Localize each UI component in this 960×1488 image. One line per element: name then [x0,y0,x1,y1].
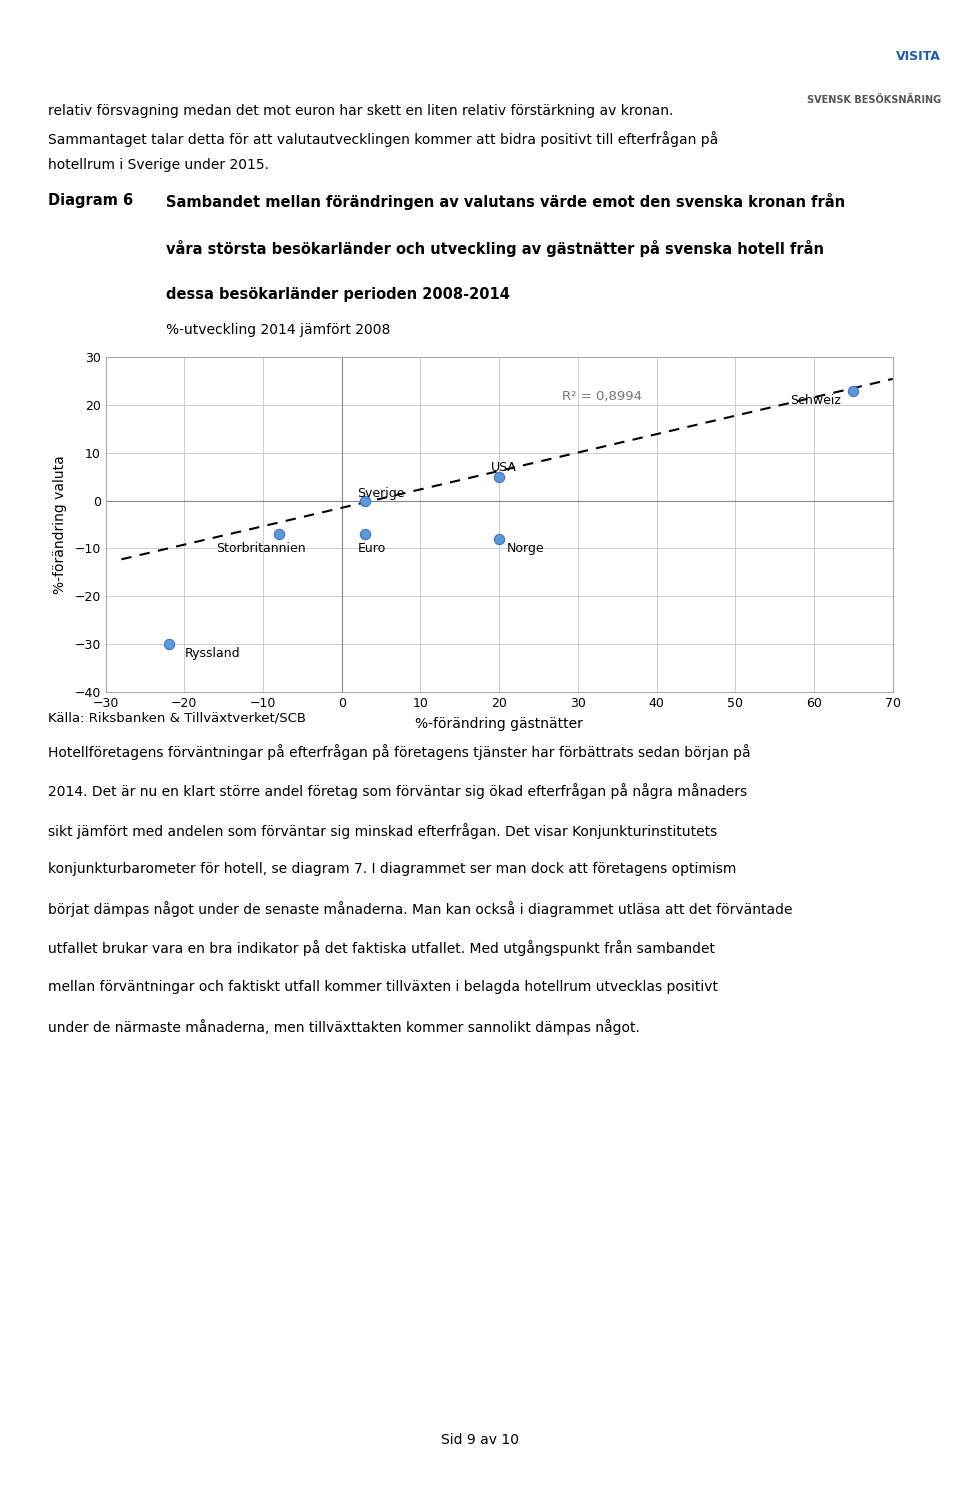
Text: 2014. Det är nu en klart större andel företag som förväntar sig ökad efterfrågan: 2014. Det är nu en klart större andel fö… [48,783,747,799]
Text: Schweiz: Schweiz [790,394,841,406]
Text: USA: USA [492,461,517,473]
Text: VISITA: VISITA [896,51,941,62]
Point [161,632,177,656]
Text: relativ försvagning medan det mot euron har skett en liten relativ förstärkning : relativ försvagning medan det mot euron … [48,104,673,118]
Text: Sambandet mellan förändringen av valutans värde emot den svenska kronan från: Sambandet mellan förändringen av valutan… [166,193,846,210]
Text: under de närmaste månaderna, men tillväxttakten kommer sannolikt dämpas något.: under de närmaste månaderna, men tillväx… [48,1019,640,1036]
Text: dessa besökarländer perioden 2008-2014: dessa besökarländer perioden 2008-2014 [166,287,510,302]
Text: Sverige: Sverige [357,487,405,500]
Text: Diagram 6: Diagram 6 [48,193,133,208]
Text: Euro: Euro [357,542,386,555]
Text: börjat dämpas något under de senaste månaderna. Man kan också i diagrammet utläs: börjat dämpas något under de senaste mån… [48,902,793,917]
Text: Källa: Riksbanken & Tillväxtverket/SCB: Källa: Riksbanken & Tillväxtverket/SCB [48,711,306,725]
Text: konjunkturbarometer för hotell, se diagram 7. I diagrammet ser man dock att före: konjunkturbarometer för hotell, se diagr… [48,862,736,876]
Text: Storbritannien: Storbritannien [216,542,305,555]
Text: Hotellföretagens förväntningar på efterfrågan på företagens tjänster har förbätt: Hotellföretagens förväntningar på efterf… [48,744,751,760]
Text: utfallet brukar vara en bra indikator på det faktiska utfallet. Med utgångspunkt: utfallet brukar vara en bra indikator på… [48,940,715,957]
Text: hotellrum i Sverige under 2015.: hotellrum i Sverige under 2015. [48,158,269,173]
Text: Sammantaget talar detta för att valutautvecklingen kommer att bidra positivt til: Sammantaget talar detta för att valutaut… [48,131,718,147]
Text: våra största besökarländer och utveckling av gästnätter på svenska hotell från: våra största besökarländer och utvecklin… [166,240,825,257]
Text: %-utveckling 2014 jämfört 2008: %-utveckling 2014 jämfört 2008 [166,323,391,338]
Text: R² = 0,8994: R² = 0,8994 [563,390,642,403]
Point [271,522,286,546]
Point [358,522,373,546]
Point [846,378,861,402]
Point [492,527,507,551]
Text: SVENSK BESÖKSNÄRING: SVENSK BESÖKSNÄRING [806,95,941,106]
Text: mellan förväntningar och faktiskt utfall kommer tillväxten i belagda hotellrum u: mellan förväntningar och faktiskt utfall… [48,979,718,994]
X-axis label: %-förändring gästnätter: %-förändring gästnätter [416,717,583,731]
Point [492,464,507,488]
Y-axis label: %-förändring valuta: %-förändring valuta [54,455,67,594]
Text: Ryssland: Ryssland [184,647,240,661]
Text: Sid 9 av 10: Sid 9 av 10 [441,1433,519,1446]
Point [358,488,373,512]
Text: Norge: Norge [507,542,544,555]
Text: sikt jämfört med andelen som förväntar sig minskad efterfrågan. Det visar Konjun: sikt jämfört med andelen som förväntar s… [48,823,717,839]
